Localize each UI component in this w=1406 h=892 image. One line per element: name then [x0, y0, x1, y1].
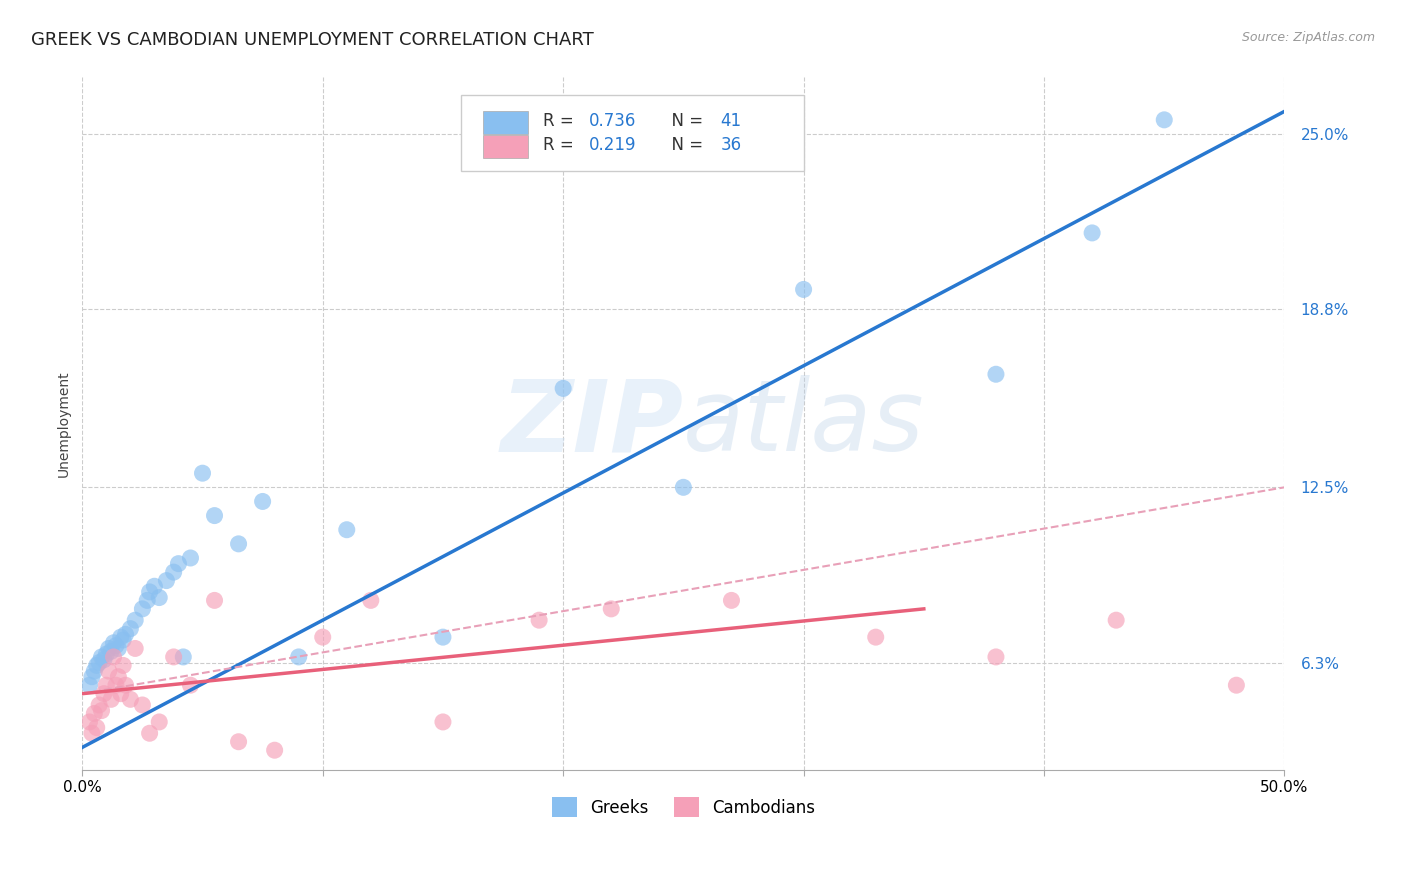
Point — [263, 743, 285, 757]
Point — [1225, 678, 1247, 692]
Point — [1153, 112, 1175, 127]
Point — [163, 649, 186, 664]
Point — [124, 641, 146, 656]
Point — [179, 551, 201, 566]
Point — [228, 735, 250, 749]
Legend: Greeks, Cambodians: Greeks, Cambodians — [546, 790, 821, 824]
Point — [87, 698, 110, 712]
Point — [432, 630, 454, 644]
Point — [138, 726, 160, 740]
Point — [103, 636, 125, 650]
Point — [228, 537, 250, 551]
Text: N =: N = — [661, 136, 707, 154]
Point — [793, 282, 815, 296]
Point — [103, 649, 125, 664]
Point — [527, 613, 550, 627]
Text: R =: R = — [543, 112, 579, 129]
Point — [120, 622, 142, 636]
Point — [93, 653, 115, 667]
Point — [1105, 613, 1128, 627]
Point — [83, 664, 105, 678]
Point — [179, 678, 201, 692]
Point — [720, 593, 742, 607]
Bar — [482, 135, 529, 159]
Point — [336, 523, 359, 537]
Point — [600, 602, 623, 616]
Point — [80, 726, 103, 740]
Point — [114, 678, 136, 692]
Point — [100, 692, 122, 706]
Text: 0.736: 0.736 — [588, 112, 636, 129]
Text: 41: 41 — [721, 112, 742, 129]
Text: R =: R = — [543, 136, 579, 154]
Point — [167, 557, 190, 571]
Point — [131, 602, 153, 616]
Point — [112, 632, 135, 647]
Point — [148, 714, 170, 729]
Point — [124, 613, 146, 627]
Point — [107, 641, 129, 656]
Point — [79, 678, 101, 692]
Point — [672, 480, 695, 494]
Y-axis label: Unemployment: Unemployment — [58, 370, 72, 477]
Point — [131, 698, 153, 712]
Point — [252, 494, 274, 508]
Text: ZIP: ZIP — [501, 376, 683, 472]
Point — [90, 649, 112, 664]
Point — [86, 658, 108, 673]
Point — [136, 593, 159, 607]
Point — [100, 644, 122, 658]
Point — [93, 687, 115, 701]
Point — [86, 721, 108, 735]
Point — [120, 692, 142, 706]
Point — [204, 508, 226, 523]
Text: 0.219: 0.219 — [588, 136, 636, 154]
Point — [984, 368, 1007, 382]
Point — [287, 649, 309, 664]
Point — [553, 381, 575, 395]
Point — [143, 579, 166, 593]
FancyBboxPatch shape — [461, 95, 804, 171]
Bar — [482, 111, 529, 134]
Point — [80, 670, 103, 684]
Point — [97, 664, 120, 678]
Point — [112, 658, 135, 673]
Point — [204, 593, 226, 607]
Point — [90, 704, 112, 718]
Point — [79, 714, 101, 729]
Point — [104, 678, 127, 692]
Point — [87, 656, 110, 670]
Point — [155, 574, 177, 588]
Point — [114, 627, 136, 641]
Point — [191, 466, 214, 480]
Point — [138, 585, 160, 599]
Point — [110, 687, 132, 701]
Point — [110, 630, 132, 644]
Point — [104, 639, 127, 653]
Text: N =: N = — [661, 112, 707, 129]
Point — [163, 565, 186, 579]
Point — [83, 706, 105, 721]
Text: Source: ZipAtlas.com: Source: ZipAtlas.com — [1241, 31, 1375, 45]
Point — [312, 630, 335, 644]
Text: 36: 36 — [721, 136, 742, 154]
Text: atlas: atlas — [683, 376, 925, 472]
Point — [172, 649, 194, 664]
Point — [96, 647, 118, 661]
Point — [432, 714, 454, 729]
Point — [865, 630, 887, 644]
Point — [148, 591, 170, 605]
Text: GREEK VS CAMBODIAN UNEMPLOYMENT CORRELATION CHART: GREEK VS CAMBODIAN UNEMPLOYMENT CORRELAT… — [31, 31, 593, 49]
Point — [1081, 226, 1104, 240]
Point — [97, 641, 120, 656]
Point — [360, 593, 382, 607]
Point — [107, 670, 129, 684]
Point — [96, 678, 118, 692]
Point — [984, 649, 1007, 664]
